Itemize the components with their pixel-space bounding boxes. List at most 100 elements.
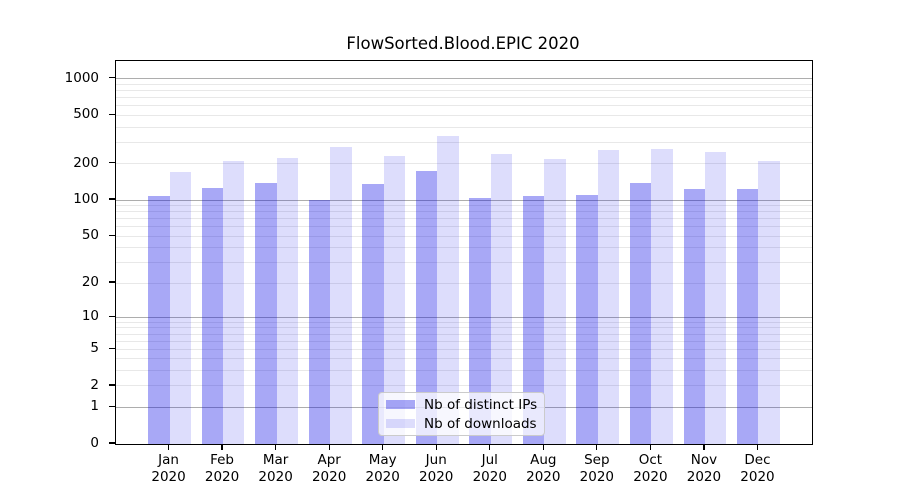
- grid-minor-line: [116, 282, 812, 284]
- x-tick-mark: [275, 444, 277, 450]
- y-axis-tick-label: 20: [81, 274, 99, 291]
- grid-minor-line: [116, 218, 812, 220]
- grid-minor-line: [116, 211, 812, 213]
- x-axis-tick-label: Dec 2020: [740, 452, 775, 485]
- bar-nb-of-distinct-ips: [308, 199, 331, 444]
- x-tick-mark: [221, 444, 223, 450]
- plot-area: [115, 60, 813, 445]
- bar-nb-of-distinct-ips: [469, 197, 491, 444]
- x-axis-tick-label: May 2020: [365, 452, 400, 485]
- bar-nb-of-distinct-ips: [415, 170, 438, 444]
- bar-nb-of-distinct-ips: [522, 196, 545, 444]
- x-tick-mark: [435, 444, 437, 450]
- y-axis-tick-label: 10: [81, 308, 99, 325]
- grid-minor-line: [116, 126, 812, 128]
- x-axis-tick-label: Feb 2020: [204, 452, 240, 485]
- bar-nb-of-downloads: [437, 135, 459, 444]
- x-axis-tick-label: Jan 2020: [151, 452, 186, 485]
- bar-nb-of-distinct-ips: [148, 195, 170, 444]
- y-tick-mark: [108, 234, 115, 236]
- x-tick-mark: [756, 444, 759, 450]
- grid-major-line: [116, 316, 812, 318]
- grid-minor-line: [116, 333, 812, 335]
- y-tick-mark: [108, 347, 115, 349]
- grid-minor-line: [116, 235, 812, 237]
- grid-minor-line: [116, 385, 812, 387]
- x-tick-mark: [328, 444, 330, 450]
- x-tick-mark: [382, 444, 384, 450]
- grid-minor-line: [116, 141, 812, 143]
- bar-nb-of-downloads: [276, 158, 299, 444]
- y-tick-mark: [108, 384, 115, 386]
- legend: Nb of distinct IPs Nb of downloads: [378, 392, 545, 436]
- x-axis-tick-label: Sep 2020: [579, 452, 615, 485]
- legend-label-distinct-ips: Nb of distinct IPs: [424, 396, 538, 413]
- x-axis-tick-label: Jul 2020: [472, 452, 507, 485]
- bar-nb-of-distinct-ips: [255, 182, 277, 444]
- grid-minor-line: [116, 321, 812, 323]
- bar-nb-of-distinct-ips: [576, 195, 598, 444]
- grid-minor-line: [116, 114, 812, 116]
- x-tick-mark: [703, 444, 705, 450]
- y-axis-tick-label: 1000: [64, 69, 99, 86]
- grid-minor-line: [116, 327, 812, 329]
- bar-nb-of-downloads: [758, 160, 780, 444]
- x-tick-mark: [167, 444, 170, 450]
- grid-minor-line: [116, 348, 812, 350]
- chart-title: FlowSorted.Blood.EPIC 2020: [346, 34, 580, 53]
- y-axis-tick-label: 1: [90, 398, 99, 415]
- bar-nb-of-distinct-ips: [737, 189, 759, 444]
- legend-swatch-distinct-ips: [386, 400, 415, 409]
- y-axis-tick-label: 50: [81, 227, 99, 244]
- grid-minor-line: [116, 90, 812, 92]
- x-axis-tick-label: Oct 2020: [633, 452, 668, 485]
- x-axis-tick-label: Nov 2020: [686, 452, 722, 485]
- y-axis-tick-label: 500: [73, 106, 99, 123]
- bar-nb-of-downloads: [597, 150, 620, 444]
- grid-major-line: [116, 78, 812, 80]
- grid-minor-line: [116, 340, 812, 342]
- legend-label-downloads: Nb of downloads: [424, 415, 537, 432]
- x-axis-tick-label: Aug 2020: [526, 452, 561, 485]
- legend-entry-downloads: Nb of downloads: [386, 416, 544, 432]
- x-tick-mark: [596, 444, 598, 450]
- x-tick-mark: [649, 444, 651, 450]
- grid-minor-line: [116, 105, 812, 107]
- grid-minor-line: [116, 358, 812, 360]
- y-tick-mark: [108, 315, 115, 317]
- y-tick-mark: [108, 162, 115, 164]
- grid-major-line: [116, 199, 812, 201]
- bar-nb-of-downloads: [651, 149, 673, 444]
- legend-entry-distinct-ips: Nb of distinct IPs: [386, 397, 544, 413]
- bar-nb-of-distinct-ips: [201, 187, 224, 444]
- bar-nb-of-downloads: [490, 154, 513, 444]
- grid-minor-line: [116, 226, 812, 228]
- bar-nb-of-downloads: [169, 171, 191, 444]
- bar-nb-of-downloads: [383, 156, 406, 444]
- y-tick-mark: [108, 113, 115, 115]
- grid-minor-line: [116, 97, 812, 99]
- bar-nb-of-distinct-ips: [683, 188, 705, 444]
- legend-swatch-downloads: [386, 419, 415, 428]
- y-axis-tick-label: 200: [73, 154, 99, 171]
- bar-nb-of-downloads: [544, 158, 566, 444]
- grid-minor-line: [116, 205, 812, 207]
- y-axis-tick-label: 100: [73, 191, 99, 208]
- grid-minor-line: [116, 83, 812, 85]
- grid-minor-line: [116, 261, 812, 263]
- y-axis-tick-label: 2: [90, 376, 99, 393]
- x-axis-tick-label: Mar 2020: [258, 452, 293, 485]
- y-tick-mark: [108, 198, 115, 200]
- grid-minor-line: [116, 370, 812, 372]
- x-tick-mark: [542, 444, 544, 450]
- y-axis-tick-label: 0: [90, 435, 99, 451]
- grid-minor-line: [116, 163, 812, 165]
- x-tick-mark: [489, 444, 491, 450]
- bar-nb-of-distinct-ips: [362, 183, 384, 444]
- x-axis-tick-label: Jun 2020: [419, 452, 454, 485]
- y-tick-mark: [108, 405, 115, 407]
- bar-nb-of-distinct-ips: [629, 183, 652, 444]
- x-axis-tick-label: Apr 2020: [311, 452, 347, 485]
- y-tick-mark: [108, 77, 115, 79]
